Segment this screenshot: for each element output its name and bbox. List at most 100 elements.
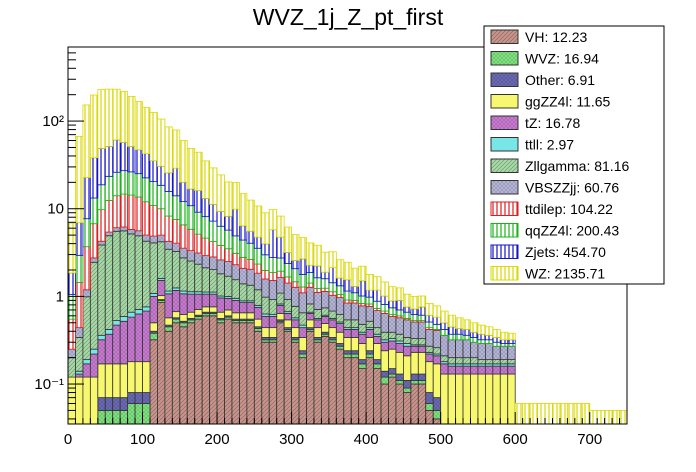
- bar-ggZZ4l-28: [276, 312, 285, 321]
- bar-Zllgamma-1: [75, 337, 84, 372]
- bar-qqZZ4l-43: [388, 307, 397, 315]
- bar-VH-22: [231, 322, 240, 425]
- x-tick-label: 200: [205, 431, 230, 448]
- bar-VBSZZjj-44: [395, 317, 404, 335]
- bar-tZ-54: [470, 365, 479, 375]
- bar-tZ-11: [149, 295, 158, 324]
- bar-Zjets-10: [142, 153, 151, 179]
- bar-Zjets-4: [97, 148, 106, 186]
- bar-tZ-5: [104, 333, 114, 365]
- bar-Zllgamma-54: [470, 357, 479, 365]
- bar-ttdilep-4: [97, 209, 106, 242]
- bar-VBSZZjj-22: [231, 264, 240, 281]
- bar-VBSZZjj-11: [149, 235, 158, 244]
- legend: VH: 12.23 WVZ: 16.94 Other: 6.91 ggZZ4l: 11…: [483, 25, 665, 285]
- bar-VBSZZjj-0: [67, 348, 76, 359]
- bar-ggZZ4l-22: [231, 312, 240, 320]
- bar-WZ-62: [529, 403, 538, 425]
- bar-Zllgamma-57: [492, 359, 501, 365]
- legend-swatch-WZ: [490, 266, 519, 281]
- bar-ttdilep-25: [253, 263, 263, 274]
- bar-Other-9: [134, 392, 143, 404]
- bar-ggZZ4l-38: [350, 337, 360, 352]
- bar-WZ-71: [596, 410, 606, 425]
- bar-Zllgamma-18: [201, 267, 211, 293]
- bar-tZ-33: [313, 319, 322, 329]
- bar-WVZ-40: [365, 353, 374, 359]
- bar-VH-21: [224, 318, 233, 425]
- bar-ggZZ4l-8: [127, 361, 136, 393]
- series-qqZZ4l: [67, 170, 516, 347]
- bar-tZ-37: [343, 329, 352, 338]
- bar-WVZ-25: [253, 328, 263, 332]
- bar-qqZZ4l-42: [380, 304, 389, 312]
- legend-swatch-tZ: [490, 115, 519, 130]
- bar-Zjets-42: [380, 295, 389, 305]
- bar-Zllgamma-23: [239, 283, 248, 302]
- bar-Zllgamma-21: [224, 275, 233, 297]
- bar-WZ-29: [283, 226, 293, 253]
- bar-tZ-20: [216, 297, 225, 313]
- bar-qqZZ4l-39: [358, 295, 367, 304]
- bar-Other-44: [395, 373, 404, 381]
- legend-swatch-ggZZ4l: [490, 94, 519, 109]
- bar-ttdilep-22: [231, 252, 240, 266]
- bar-VH-13: [164, 330, 173, 425]
- bar-WZ-43: [388, 286, 397, 302]
- bar-qqZZ4l-31: [298, 274, 307, 288]
- bar-Other-31: [298, 350, 307, 355]
- bar-qqZZ4l-40: [365, 296, 374, 305]
- legend-entry-Zllgamma: Zllgamma: 81.16: [525, 158, 629, 174]
- bar-qqZZ4l-11: [149, 181, 158, 206]
- bar-Zjets-7: [119, 141, 129, 172]
- bar-Zllgamma-44: [395, 333, 404, 342]
- bar-Zjets-16: [186, 188, 196, 207]
- bar-ggZZ4l-54: [470, 373, 479, 425]
- bar-Zllgamma-16: [186, 260, 196, 293]
- bar-WZ-68: [574, 403, 583, 425]
- bar-Zjets-35: [328, 267, 337, 284]
- bar-ttll-13: [164, 290, 173, 295]
- bar-VH-33: [313, 341, 322, 425]
- bar-WZ-0: [67, 222, 76, 274]
- series-Zjets: [67, 139, 516, 344]
- bar-tZ-56: [484, 365, 494, 375]
- bar-WZ-22: [231, 182, 240, 210]
- bar-tZ-16: [186, 293, 196, 313]
- bar-Zjets-11: [149, 160, 158, 183]
- bar-ggZZ4l-14: [171, 311, 181, 319]
- bar-qqZZ4l-48: [425, 321, 434, 329]
- series-ggZZ4l: [67, 295, 516, 425]
- bar-Zjets-41: [373, 289, 382, 302]
- bar-WZ-64: [544, 403, 553, 425]
- bar-Zjets-47: [417, 306, 427, 316]
- x-tick-label: 0: [64, 431, 72, 448]
- bar-WZ-35: [328, 251, 337, 268]
- bar-qqZZ4l-5: [104, 175, 114, 201]
- bar-VH-49: [432, 418, 442, 425]
- bar-WVZ-31: [298, 353, 307, 359]
- bar-ttdilep-34: [321, 287, 330, 292]
- bar-ggZZ4l-43: [388, 348, 397, 370]
- bar-tZ-45: [402, 345, 412, 357]
- bar-Zjets-44: [395, 299, 404, 311]
- bar-Zllgamma-5: [104, 235, 114, 330]
- bar-Other-37: [343, 350, 352, 355]
- bar-ttdilep-18: [201, 237, 211, 256]
- bar-Zjets-58: [499, 339, 509, 344]
- bar-Zjets-8: [127, 146, 136, 173]
- bar-tZ-24: [246, 302, 255, 314]
- bar-WZ-73: [611, 410, 620, 425]
- bar-Other-46: [410, 373, 419, 381]
- bar-VH-44: [395, 383, 404, 425]
- bar-VH-46: [410, 383, 419, 425]
- bar-tZ-22: [231, 299, 240, 314]
- bar-tZ-53: [462, 365, 471, 375]
- bar-qqZZ4l-14: [171, 195, 181, 220]
- bar-WZ-69: [581, 403, 591, 425]
- bar-ggZZ4l-18: [201, 306, 211, 313]
- bar-VBSZZjj-54: [470, 341, 479, 359]
- bar-WZ-60: [514, 403, 524, 425]
